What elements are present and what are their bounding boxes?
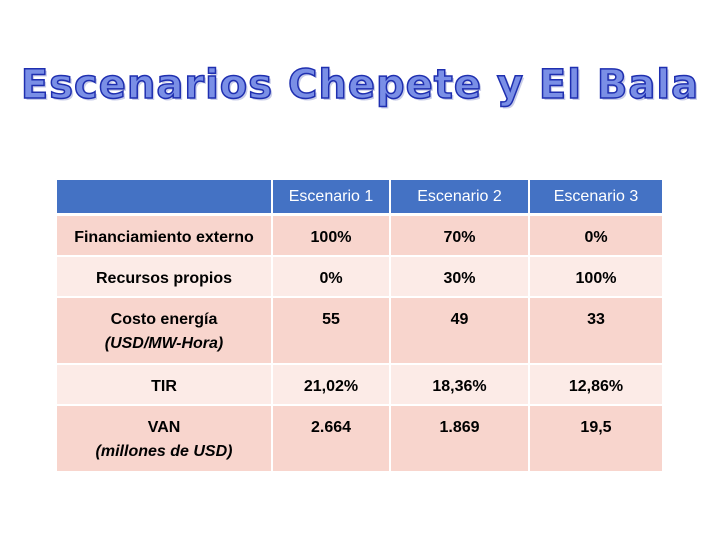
table-cell: 1.869: [390, 405, 530, 473]
table-cell: 12,86%: [529, 364, 664, 406]
table-cell: 70%: [390, 214, 530, 257]
row-label-text: Financiamiento externo: [74, 229, 254, 246]
row-label-text: TIR: [151, 378, 177, 395]
table-cell: 30%: [390, 256, 530, 298]
row-unit-text: (millones de USD): [95, 443, 233, 460]
row-label: Financiamiento externo: [57, 214, 273, 257]
table-cell: 100%: [272, 214, 391, 257]
row-unit-text: (USD/MW-Hora): [104, 335, 224, 352]
row-label: Costo energía (USD/MW-Hora): [57, 297, 273, 365]
table-cell: 0%: [529, 214, 664, 257]
table-cell: 21,02%: [272, 364, 391, 406]
table-cell: 2.664: [272, 405, 391, 473]
row-label-text: Costo energía: [110, 311, 218, 328]
header-cell-escenario-1: Escenario 1: [272, 180, 391, 216]
header-cell-escenario-3: Escenario 3: [529, 180, 664, 216]
table-cell: 0%: [272, 256, 391, 298]
table-row: TIR 21,02% 18,36% 12,86%: [57, 364, 664, 406]
table-cell: 55: [272, 297, 391, 365]
table-header-row: Escenario 1 Escenario 2 Escenario 3: [57, 180, 664, 216]
table-cell: 100%: [529, 256, 664, 298]
table-cell: 49: [390, 297, 530, 365]
table-cell: 18,36%: [390, 364, 530, 406]
table-cell: 33: [529, 297, 664, 365]
header-cell-escenario-2: Escenario 2: [390, 180, 530, 216]
row-label-text: Recursos propios: [95, 270, 233, 287]
table-row: VAN (millones de USD) 2.664 1.869 19,5: [57, 405, 664, 473]
table-row: Financiamiento externo 100% 70% 0%: [57, 214, 664, 257]
row-label: Recursos propios: [57, 256, 273, 298]
row-label-text: VAN: [147, 419, 181, 436]
row-label: VAN (millones de USD): [57, 405, 273, 473]
table-row: Recursos propios 0% 30% 100%: [57, 256, 664, 298]
row-label: TIR: [57, 364, 273, 406]
table-cell: 19,5: [529, 405, 664, 473]
scenarios-table: Escenario 1 Escenario 2 Escenario 3 Fina…: [57, 180, 664, 473]
header-cell-empty: [57, 180, 273, 216]
table-row: Costo energía (USD/MW-Hora) 55 49 33: [57, 297, 664, 365]
slide-title: Escenarios Chepete y El Bala: [20, 61, 700, 109]
